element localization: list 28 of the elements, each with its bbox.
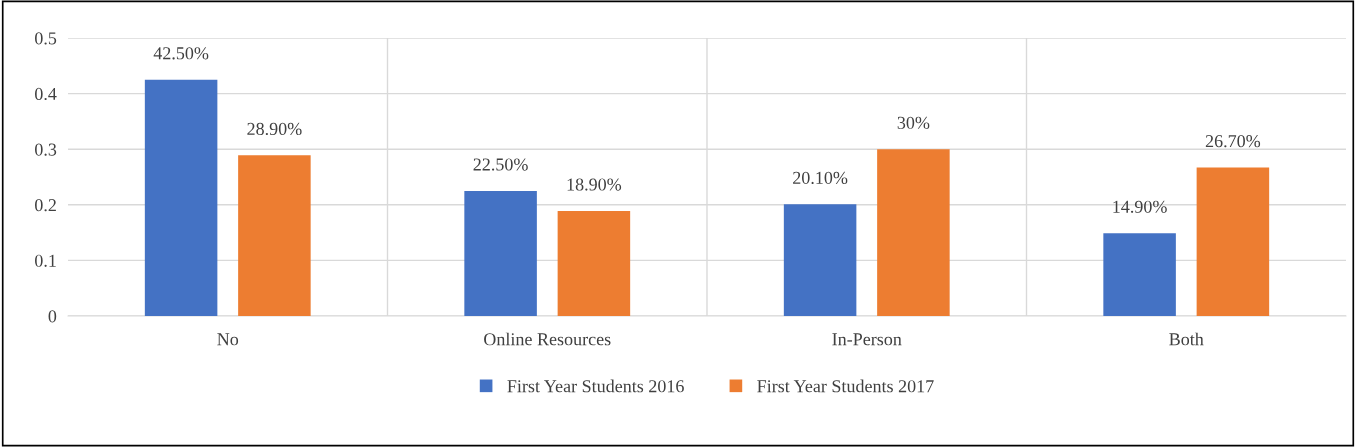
x-tick-label: Online Resources — [484, 332, 611, 346]
y-tick-label: 0.1 — [35, 254, 56, 267]
data-label: 30% — [897, 116, 930, 129]
bar — [144, 79, 218, 316]
bar — [557, 210, 631, 316]
y-tick-label: 0 — [48, 310, 57, 323]
bar — [877, 149, 950, 316]
legend-label: First Year Students 2016 — [507, 379, 684, 393]
bar — [238, 155, 311, 316]
x-tick-label: No — [217, 333, 239, 346]
data-label: 28.90% — [247, 122, 302, 136]
x-tick-label: Both — [1169, 332, 1204, 346]
legend-label: First Year Students 2017 — [757, 379, 934, 393]
bar — [1196, 167, 1270, 316]
y-tick-label: 0.4 — [35, 87, 57, 101]
y-tick-label: 0.2 — [35, 199, 56, 212]
bar — [464, 190, 537, 316]
y-tick-label: 0.3 — [35, 143, 57, 156]
data-label: 22.50% — [473, 158, 528, 171]
data-label: 14.90% — [1113, 200, 1167, 213]
bar — [783, 204, 857, 316]
y-tick-label: 0.5 — [35, 32, 57, 45]
x-tick-label: In-Person — [832, 333, 902, 346]
data-label: 26.70% — [1205, 135, 1261, 148]
data-label: 20.10% — [793, 171, 848, 184]
data-label: 18.90% — [567, 178, 622, 191]
data-label: 42.50% — [153, 47, 209, 60]
bar — [1103, 233, 1176, 316]
